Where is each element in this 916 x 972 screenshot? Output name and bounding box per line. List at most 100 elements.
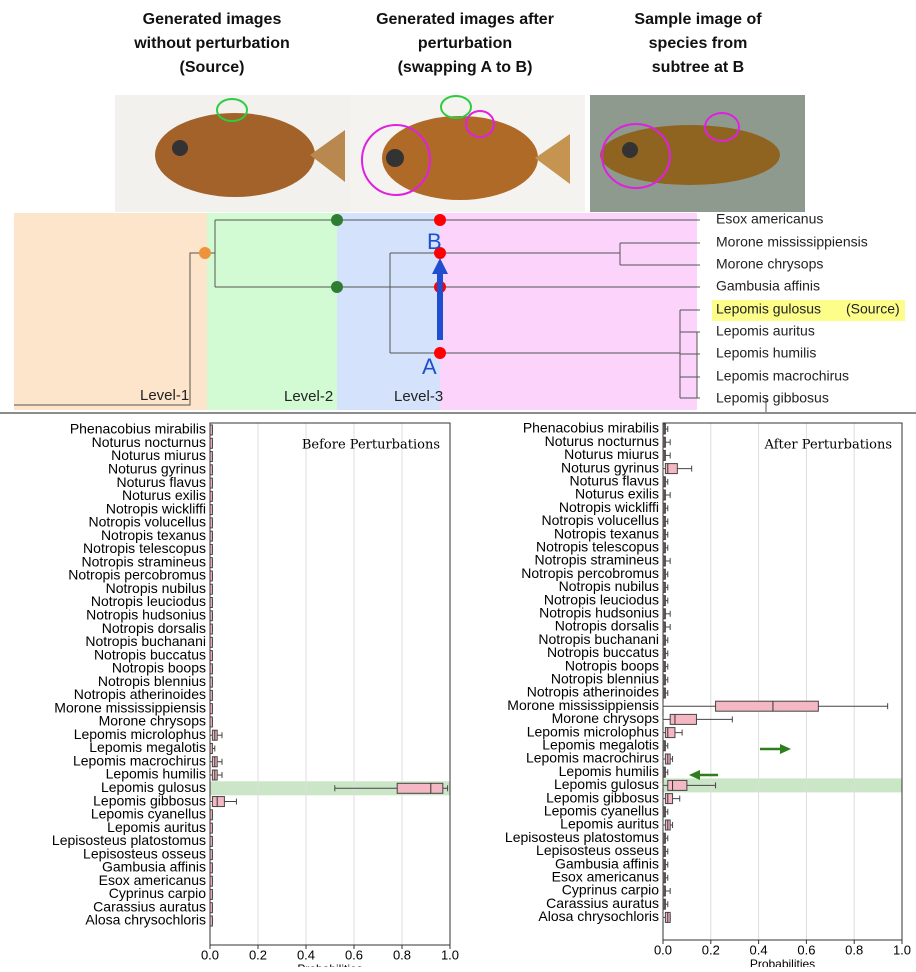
category-label: Phenacobius mirabilis — [523, 420, 659, 436]
category-label: Notropis nubilus — [106, 580, 206, 596]
category-label: Notropis wickliffi — [106, 500, 206, 516]
header-line: subtree at B — [652, 59, 744, 76]
box — [669, 713, 697, 725]
axes-frame — [662, 422, 903, 941]
category-label: Lepomis auritus — [107, 819, 206, 835]
category-label: Notropis percobromus — [68, 567, 206, 583]
header-line: perturbation — [418, 35, 512, 52]
header-line: Generated images — [143, 11, 282, 28]
x-tick-label: 0.8 — [393, 947, 411, 962]
category-label: Lepomis gibbosus — [93, 792, 206, 808]
category-label: Notropis dorsalis — [102, 620, 206, 636]
level-band — [207, 213, 337, 410]
marker-circle — [361, 124, 431, 196]
swap-arrow-head — [432, 258, 448, 274]
box — [211, 796, 225, 808]
x-tick-label: 0.2 — [249, 947, 267, 962]
category-label: Notropis buccatus — [94, 646, 206, 662]
category-label: Noturus nocturnus — [92, 434, 206, 450]
category-label: Notropis stramineus — [535, 552, 660, 568]
leaf-label: Esox americanus — [716, 211, 823, 227]
fish-eye — [172, 140, 188, 156]
x-tick-label: 0.8 — [845, 942, 863, 957]
category-label: Noturus nocturnus — [545, 433, 659, 449]
leaf-label: Gambusia affinis — [716, 278, 820, 294]
x-tick-label: 1.0 — [893, 942, 911, 957]
header-line: species from — [649, 35, 748, 52]
category-label: Lepomis cyanellus — [91, 806, 206, 822]
category-label: Notropis stramineus — [82, 553, 207, 569]
photos — [115, 95, 805, 212]
category-label: Morone mississippiensis — [507, 697, 659, 713]
node — [331, 214, 343, 226]
category-label: Lepomis macrochirus — [526, 750, 659, 766]
category-label: Notropis leuciodus — [544, 591, 659, 607]
category-label: Cyprinus carpio — [109, 885, 206, 901]
source-highlight — [712, 300, 905, 321]
category-label: Lepomis microlophus — [74, 726, 206, 742]
fish-tail — [535, 134, 570, 184]
category-label: Noturus flavus — [570, 473, 659, 489]
fish-tail — [310, 130, 345, 182]
fish — [155, 113, 315, 197]
node-label: A — [422, 354, 437, 379]
category-label: Notropis atherinoides — [74, 686, 206, 702]
category-label: Noturus exilis — [122, 487, 206, 503]
category-label: Cyprinus carpio — [562, 882, 659, 898]
category-label: Lepomis gulosus — [554, 776, 659, 792]
node — [434, 214, 446, 226]
highlight-band — [663, 778, 902, 793]
category-label: Alosa chrysochloris — [538, 908, 659, 924]
level-label: Level-2 — [284, 388, 333, 405]
box — [664, 727, 676, 739]
category-label: Lepomis megalotis — [89, 739, 206, 755]
node — [199, 247, 211, 259]
charts: 0.0 0.2 0.4 0.6 0.8 1.0 Before Perturbations Pr… — [52, 420, 911, 972]
category-label: Notropis atherinoides — [527, 684, 659, 700]
x-tick-label: 0.4 — [297, 947, 315, 962]
x-axis-label: Probabilities — [297, 962, 362, 967]
highlight-band — [210, 781, 450, 796]
node-label: B — [427, 229, 442, 254]
x-tick-label: 0.2 — [702, 942, 720, 957]
x-tick-label: 0.4 — [750, 942, 768, 957]
marker-circle — [704, 112, 740, 142]
category-label: Gambusia affinis — [102, 859, 206, 875]
box — [664, 793, 674, 805]
marker-circle — [601, 123, 671, 189]
category-label: Gambusia affinis — [555, 855, 659, 871]
category-label: Noturus miurus — [111, 447, 206, 463]
header-line: Generated images after — [376, 11, 554, 28]
header-line: without perturbation — [133, 35, 290, 52]
category-label: Carassius auratus — [546, 895, 659, 911]
marker-circle — [216, 98, 248, 122]
leaf-label: Morone chrysops — [716, 256, 823, 272]
fish-eye — [386, 149, 404, 167]
tree: B A Esox americanus Morone mississippien… — [14, 211, 905, 412]
header-line: Sample image of — [634, 11, 762, 28]
source-tag: (Source) — [846, 301, 900, 317]
category-label: Noturus gyrinus — [561, 459, 659, 475]
axes-frame — [209, 422, 451, 946]
category-label: Lepomis humilis — [106, 766, 206, 782]
box — [715, 700, 819, 712]
category-label: Morone chrysops — [552, 710, 659, 726]
category-label: Notropis hudsonius — [86, 606, 206, 622]
level-band — [440, 213, 697, 410]
category-label: Notropis buccatus — [547, 644, 659, 660]
category-label: Notropis boops — [565, 657, 659, 673]
category-label: Lepisosteus platostomus — [52, 832, 206, 848]
leaf-label: Lepomis gulosus — [716, 301, 821, 317]
x-tick-label: 0.6 — [797, 942, 815, 957]
category-label: Notropis blennius — [98, 673, 206, 689]
leaf-label: Lepomis macrochirus — [716, 368, 849, 384]
leaf-label: Lepomis auritus — [716, 323, 815, 339]
x-axis-label: Probabilities — [750, 957, 815, 967]
branches — [14, 219, 767, 412]
box — [396, 782, 444, 794]
category-label: Lepisosteus osseus — [83, 845, 206, 861]
category-label: Alosa chrysochloris — [85, 912, 206, 928]
category-label: Notropis buchanani — [85, 633, 206, 649]
category-label: Notropis telescopus — [83, 540, 206, 556]
category-label: Phenacobius mirabilis — [70, 421, 206, 437]
